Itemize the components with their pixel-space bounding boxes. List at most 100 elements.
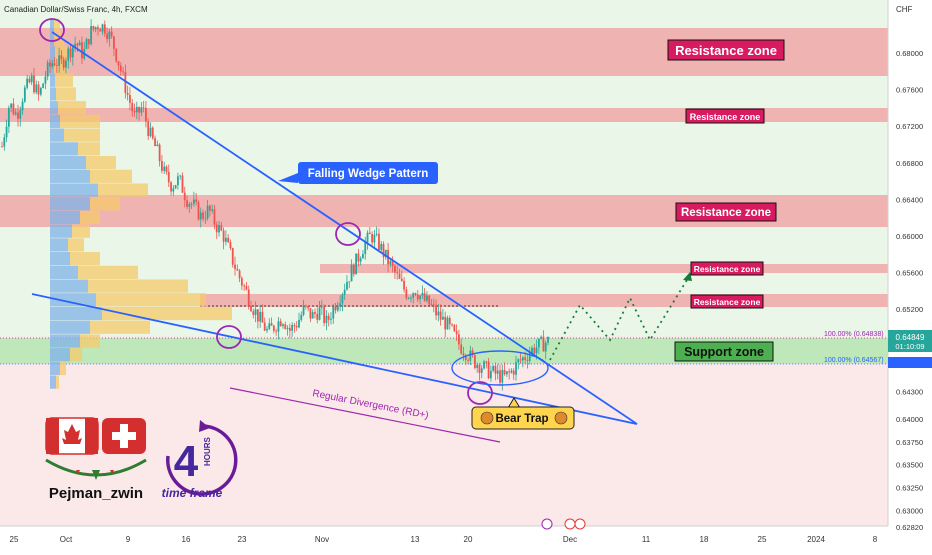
candle-body: [51, 63, 54, 67]
volume-bar-blue: [50, 114, 60, 129]
candle-body: [215, 224, 218, 233]
candle-body: [113, 36, 115, 49]
pivot-circle-left: [216, 325, 242, 349]
candle-body: [469, 350, 472, 361]
candle-body: [316, 313, 319, 320]
candle-body: [300, 314, 303, 320]
volume-bar-orange: [78, 142, 100, 156]
volume-bar-orange: [98, 183, 148, 197]
candle-body: [149, 127, 152, 137]
candle-body: [421, 293, 424, 296]
candle-body: [186, 200, 188, 207]
candle-body: [97, 27, 99, 30]
candle-body: [485, 361, 488, 363]
volume-bar-blue: [50, 306, 102, 321]
candle-body: [471, 350, 474, 356]
candle-body: [131, 102, 134, 112]
candle-body: [147, 121, 150, 137]
candle-body: [314, 312, 316, 314]
candle-body: [515, 362, 517, 375]
candle-body: [307, 306, 310, 309]
candle-body: [478, 364, 481, 373]
volume-bar-orange: [58, 101, 86, 115]
volume-bar-blue: [50, 32, 54, 46]
candle-body: [272, 325, 275, 331]
candle-body: [346, 282, 348, 290]
candle-body: [426, 295, 428, 301]
event-flag-icon-1: [564, 518, 576, 530]
zone-label-5: Resistance zone: [694, 297, 761, 307]
candle-body: [448, 317, 451, 325]
candle-body: [254, 309, 257, 315]
candle-body: [213, 209, 216, 225]
volume-bar-blue: [50, 224, 72, 238]
candle-body: [419, 295, 421, 300]
candle-body: [49, 62, 51, 67]
zone-label-4: Resistance zone: [694, 264, 761, 274]
volume-bar-blue: [50, 128, 64, 142]
candle-body: [389, 260, 392, 265]
falling-wedge-label: Falling Wedge Pattern: [308, 168, 429, 180]
candle-body: [378, 233, 380, 250]
candle-body: [245, 286, 248, 290]
candle-body: [435, 305, 437, 316]
candle-body: [526, 359, 529, 361]
candle-body: [14, 112, 17, 115]
candlestick-series: [1, 19, 549, 391]
candle-body: [229, 242, 232, 249]
price-axis[interactable]: [888, 0, 932, 550]
candle-body: [508, 371, 511, 373]
candle-body: [151, 127, 154, 139]
candle-body: [135, 107, 138, 113]
candle-body: [5, 126, 8, 138]
candle-body: [122, 71, 124, 73]
volume-bar-orange: [88, 279, 188, 293]
candle-body: [202, 212, 204, 219]
x-tick-label: Dec: [563, 535, 577, 544]
zone-labels: Resistance zone Resistance zone Resistan…: [667, 39, 785, 362]
volume-bar-orange: [60, 361, 66, 376]
candle-body: [133, 111, 136, 113]
x-tick-label: 20: [464, 535, 473, 544]
volume-bar-orange: [80, 210, 100, 225]
candle-body: [537, 338, 540, 348]
candle-body: [396, 272, 399, 274]
candle-body: [302, 305, 305, 315]
candle-body: [464, 355, 467, 361]
candle-body: [10, 103, 13, 108]
candle-body: [467, 360, 469, 361]
timeframe-number: 4: [174, 437, 199, 486]
candle-body: [3, 137, 6, 147]
candle-body: [7, 107, 10, 127]
candle-body: [480, 368, 483, 373]
candle-body: [174, 185, 177, 189]
y-tick-label: 0.67600: [896, 86, 923, 95]
candle-body: [277, 321, 280, 332]
candle-body: [165, 166, 168, 172]
candle-body: [181, 175, 184, 193]
time-axis[interactable]: [0, 526, 888, 550]
candle-body: [197, 201, 200, 220]
volume-bar-blue: [50, 320, 90, 334]
candle-body: [400, 278, 403, 281]
volume-bar-blue: [50, 265, 78, 279]
candle-body: [382, 243, 385, 258]
candle-body: [76, 43, 79, 46]
candle-body: [364, 242, 367, 255]
x-tick-label: 2024: [807, 535, 825, 544]
candle-body: [163, 166, 166, 171]
candle-body: [288, 327, 291, 331]
candle-body: [188, 203, 191, 207]
axis-currency: CHF: [896, 5, 913, 14]
y-tick-label: 0.63750: [896, 438, 923, 447]
peak-circle-mid: [335, 222, 361, 246]
volume-bar-blue: [50, 210, 80, 225]
x-tick-label: 8: [873, 535, 878, 544]
candle-body: [279, 321, 282, 327]
candle-body: [23, 87, 26, 102]
candle-body: [129, 94, 131, 103]
candle-body: [439, 311, 442, 320]
candle-body: [503, 370, 506, 375]
x-axis-ticks: 25 Oct 9 16 23 Nov 13 20 Dec 11 18 25 2024 8: [10, 535, 878, 544]
